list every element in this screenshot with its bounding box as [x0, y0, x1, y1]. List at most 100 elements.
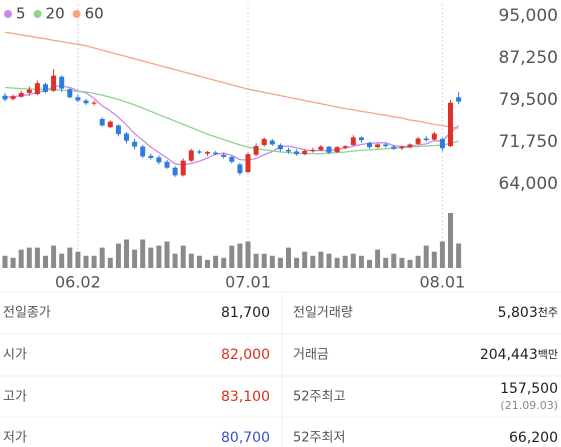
- volume-bar: [383, 257, 389, 268]
- candle-body: [156, 157, 162, 163]
- candle-body: [10, 96, 16, 99]
- volume-bar: [188, 253, 194, 268]
- legend-label: 60: [85, 5, 104, 23]
- candle-body: [43, 84, 48, 92]
- volume-bar: [277, 257, 283, 268]
- volume-bar: [367, 259, 372, 268]
- y-tick-label: 71,750: [499, 132, 558, 152]
- row-value: 80,700: [221, 430, 270, 446]
- volume-bar: [221, 257, 227, 268]
- volume-bar: [310, 255, 316, 268]
- value: 204,443: [480, 347, 538, 363]
- volume-bar: [431, 251, 437, 268]
- volume-bar: [26, 247, 32, 268]
- row-value: 204,443백만: [480, 347, 558, 363]
- volume-bar: [164, 241, 170, 268]
- volume-bar: [124, 239, 129, 268]
- candle-body: [124, 133, 129, 141]
- volume-bar: [107, 257, 113, 268]
- row-value: 83,100: [221, 389, 270, 405]
- volume-bar: [196, 255, 202, 268]
- volume-bar: [375, 249, 381, 268]
- candle-body: [18, 92, 24, 97]
- row-label: 고가: [3, 390, 27, 405]
- candle-body: [439, 139, 445, 149]
- candle-body: [229, 156, 235, 162]
- volume-bar: [269, 255, 275, 268]
- volume-bar: [261, 253, 267, 268]
- volume-bar: [59, 253, 65, 268]
- candle-body: [431, 133, 437, 140]
- candle-body: [91, 102, 97, 104]
- row-label: 52주최저: [293, 431, 345, 446]
- row-label: 52주최고: [293, 390, 345, 405]
- volume-bar: [83, 255, 89, 268]
- volume-bar: [294, 257, 300, 268]
- row-label: 시가: [3, 348, 27, 363]
- candle-body: [326, 146, 332, 153]
- candle-body: [383, 144, 389, 147]
- row-value: 82,000: [221, 347, 270, 363]
- y-tick-label: 87,250: [499, 48, 558, 68]
- candle-body: [51, 75, 57, 91]
- legend-swatch: [33, 10, 42, 18]
- x-tick-label: 06.02: [55, 273, 101, 292]
- legend-label: 20: [46, 5, 65, 23]
- volume-bar: [407, 259, 413, 268]
- row-value: 81,700: [221, 305, 270, 321]
- row-value: 5,803천주: [498, 305, 558, 321]
- candle-body: [188, 150, 194, 161]
- volume-bar: [43, 255, 48, 268]
- candle-body: [294, 151, 300, 155]
- volume-bar: [229, 245, 235, 268]
- candle-body: [407, 144, 413, 148]
- row-label: 거래금: [293, 348, 329, 363]
- volume-bar: [115, 243, 121, 268]
- candle-body: [456, 97, 462, 102]
- unit: 백만: [538, 348, 558, 361]
- candle-body: [205, 152, 210, 154]
- candle-body: [107, 121, 113, 128]
- volume-bar: [253, 253, 259, 268]
- volume-bar: [391, 253, 397, 268]
- candle-body: [448, 102, 453, 147]
- candle-body: [115, 125, 121, 135]
- moving-average-line: [4, 85, 460, 166]
- candle-body: [391, 146, 397, 149]
- candle-body: [350, 137, 356, 145]
- volume-bar: [334, 257, 340, 268]
- moving-average-line: [4, 86, 459, 155]
- candle-body: [196, 151, 202, 153]
- candle-body: [221, 154, 227, 157]
- volume-bar: [245, 241, 251, 268]
- candle-body: [261, 139, 267, 145]
- y-tick-label: 95,000: [499, 6, 558, 26]
- unit: 천주: [538, 305, 558, 319]
- candle-body: [180, 160, 186, 176]
- y-tick-label: 64,000: [499, 174, 558, 194]
- candle-body: [99, 118, 105, 126]
- candle-body: [172, 167, 178, 176]
- volume-bar: [350, 253, 356, 268]
- volume-bar: [172, 253, 178, 268]
- volume-bar: [326, 253, 332, 268]
- row-value: 157,500: [500, 381, 558, 397]
- candle-body: [423, 138, 429, 141]
- candle-body: [375, 144, 381, 148]
- volume-bar: [34, 247, 40, 268]
- x-tick-label: 07.01: [225, 273, 271, 292]
- volume-bar: [286, 247, 291, 268]
- legend-swatch: [72, 10, 81, 18]
- candle-body: [75, 97, 81, 101]
- candle-body: [132, 141, 138, 147]
- candle-body: [415, 138, 421, 144]
- volume-bar: [180, 245, 186, 268]
- candle-body: [334, 147, 340, 153]
- volume-bar: [399, 257, 405, 268]
- candle-body: [26, 89, 32, 93]
- volume-bar: [237, 243, 243, 268]
- volume-bar: [148, 247, 154, 268]
- volume-bar: [156, 245, 162, 268]
- value: 5,803: [498, 305, 538, 321]
- volume-bar: [205, 259, 210, 268]
